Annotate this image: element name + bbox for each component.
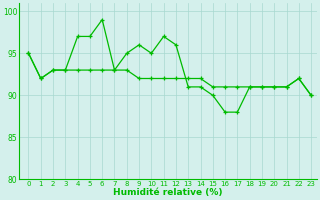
X-axis label: Humidité relative (%): Humidité relative (%) [113,188,223,197]
